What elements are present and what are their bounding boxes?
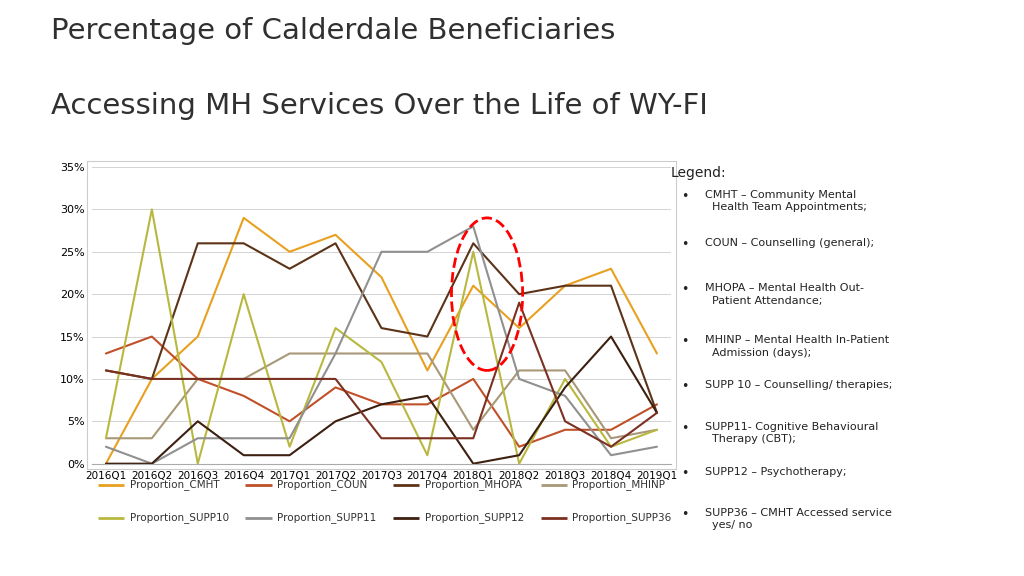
- Text: •: •: [681, 422, 688, 435]
- Text: •: •: [681, 190, 688, 203]
- Text: MHOPA – Mental Health Out-
  Patient Attendance;: MHOPA – Mental Health Out- Patient Atten…: [705, 283, 864, 306]
- Text: •: •: [681, 335, 688, 348]
- Text: SUPP 10 – Counselling/ therapies;: SUPP 10 – Counselling/ therapies;: [705, 380, 892, 390]
- Text: Proportion_MHOPA: Proportion_MHOPA: [425, 480, 522, 490]
- Text: Percentage of Calderdale Beneficiaries: Percentage of Calderdale Beneficiaries: [51, 17, 615, 46]
- Text: Legend:: Legend:: [671, 166, 726, 180]
- Text: Proportion_MHINP: Proportion_MHINP: [572, 480, 666, 490]
- Text: SUPP11- Cognitive Behavioural
  Therapy (CBT);: SUPP11- Cognitive Behavioural Therapy (C…: [705, 422, 879, 444]
- Text: Proportion_COUN: Proportion_COUN: [278, 480, 368, 490]
- Text: Accessing MH Services Over the Life of WY-FI: Accessing MH Services Over the Life of W…: [51, 92, 708, 120]
- Text: SUPP36 – CMHT Accessed service
  yes/ no: SUPP36 – CMHT Accessed service yes/ no: [705, 508, 892, 530]
- Text: Proportion_SUPP12: Proportion_SUPP12: [425, 513, 524, 524]
- Text: Proportion_SUPP11: Proportion_SUPP11: [278, 513, 377, 524]
- Text: •: •: [681, 238, 688, 252]
- Text: Proportion_SUPP36: Proportion_SUPP36: [572, 513, 672, 524]
- Text: CMHT – Community Mental
  Health Team Appointments;: CMHT – Community Mental Health Team Appo…: [705, 190, 867, 213]
- Text: MHINP – Mental Health In-Patient
  Admission (days);: MHINP – Mental Health In-Patient Admissi…: [705, 335, 889, 358]
- Text: •: •: [681, 467, 688, 480]
- Text: Proportion_SUPP10: Proportion_SUPP10: [130, 513, 229, 524]
- Text: •: •: [681, 283, 688, 297]
- Text: SUPP12 – Psychotherapy;: SUPP12 – Psychotherapy;: [705, 467, 847, 476]
- Text: COUN – Counselling (general);: COUN – Counselling (general);: [705, 238, 874, 248]
- Text: •: •: [681, 508, 688, 521]
- Text: •: •: [681, 380, 688, 393]
- Text: Proportion_CMHT: Proportion_CMHT: [130, 480, 219, 490]
